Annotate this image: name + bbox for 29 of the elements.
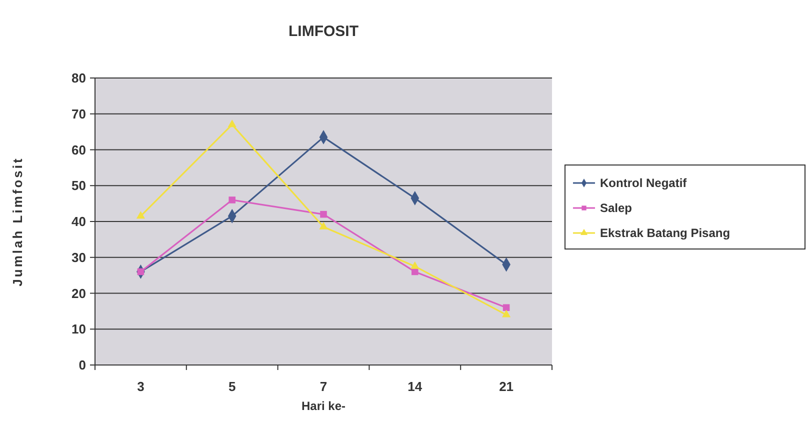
point	[228, 120, 236, 128]
y-tick-label: 50	[72, 178, 86, 194]
y-tick-label: 60	[72, 142, 86, 158]
y-tick-label: 40	[72, 214, 86, 230]
legend-label: Ekstrak Batang Pisang	[600, 226, 730, 240]
x-tick-label: 3	[137, 379, 144, 394]
y-tick-label: 30	[72, 250, 86, 265]
point	[320, 210, 327, 218]
point	[136, 211, 145, 219]
x-tick-label: 5	[228, 379, 236, 394]
point	[502, 310, 511, 318]
point	[412, 268, 418, 276]
x-tick-label: 7	[320, 379, 328, 394]
y-tick-label: 0	[78, 358, 86, 373]
legend-label: Kontrol Negatif	[600, 176, 688, 190]
chart-title: LIMFOSIT	[288, 23, 358, 40]
point	[502, 304, 510, 311]
point	[319, 222, 328, 230]
y-tick-label: 70	[72, 106, 86, 122]
x-tick-label: 14	[408, 379, 423, 394]
x-axis-title: Hari ke-	[301, 399, 346, 413]
y-tick-label: 80	[72, 70, 86, 86]
point	[410, 261, 420, 269]
y-tick-label: 10	[72, 322, 86, 337]
y-axis-title: Jumlah Limfosit	[10, 156, 25, 286]
y-tick-label: 20	[72, 286, 86, 301]
legend-label: Salep	[600, 201, 632, 216]
point	[228, 196, 236, 204]
x-tick-label: 21	[499, 379, 514, 394]
